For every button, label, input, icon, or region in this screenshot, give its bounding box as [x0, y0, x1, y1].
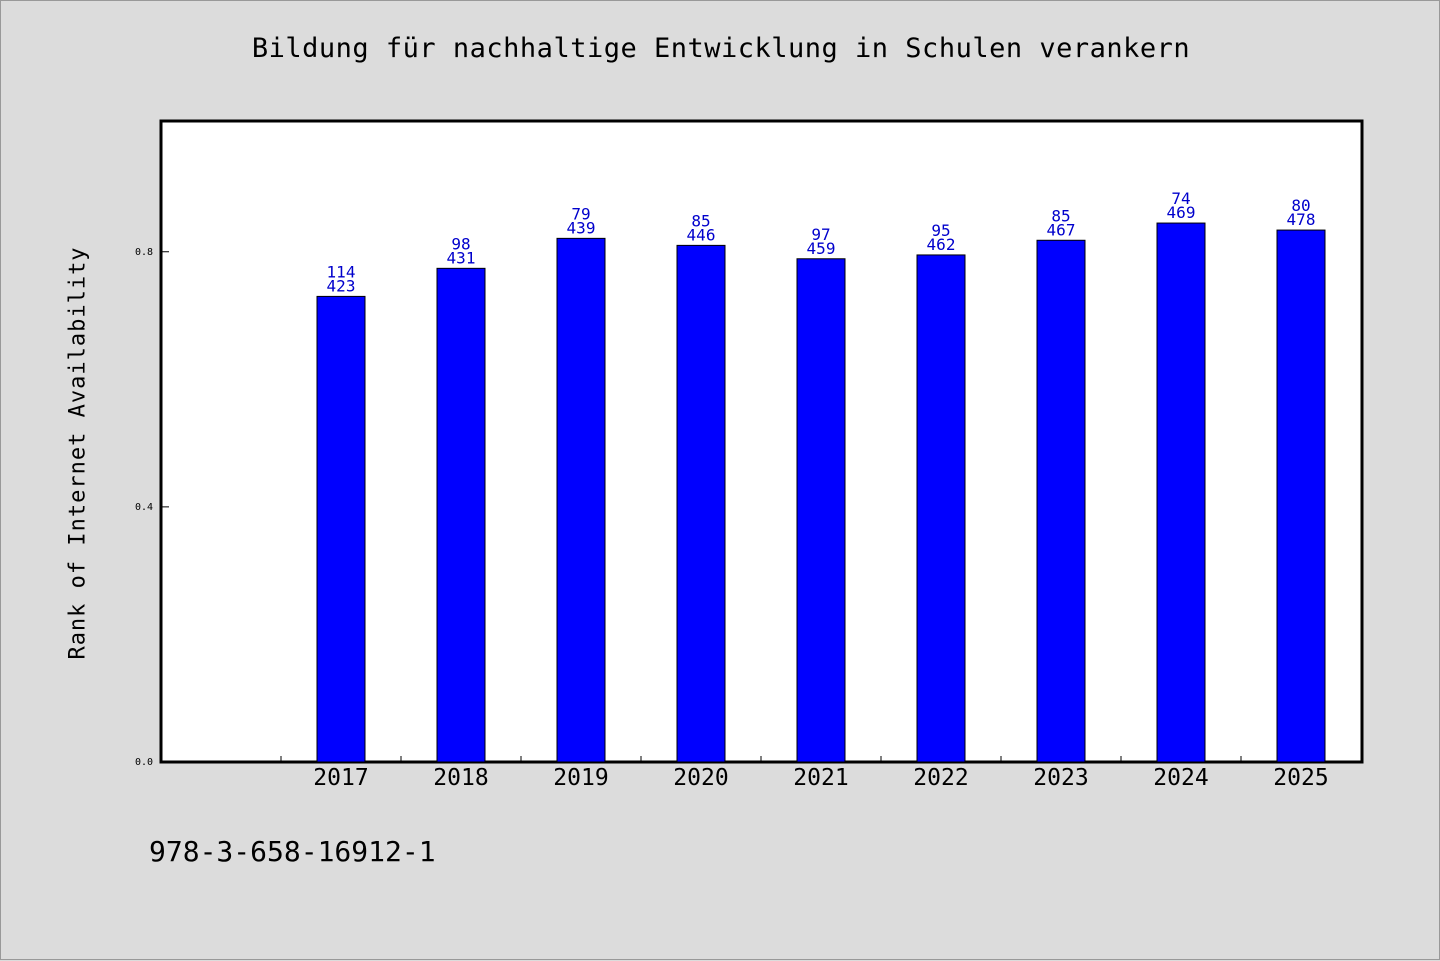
x-tick-label-2019: 2019 — [553, 765, 608, 791]
x-tick-label-2020: 2020 — [673, 765, 728, 791]
bar-2020 — [676, 244, 726, 763]
bar-2023 — [1036, 239, 1086, 763]
x-tick-label-2023: 2023 — [1033, 765, 1088, 791]
bar-label-bottom-2017: 423 — [327, 276, 356, 295]
x-ticks-layer: 2017 2018 2019 2020 2021 2022 2023 2024 2025 — [280, 756, 1362, 791]
bar-label-top-2021: 97 — [811, 225, 830, 244]
bar-label-top-2022: 95 — [931, 221, 950, 240]
isbn-footnote: 978-3-658-16912-1 — [149, 835, 436, 868]
x-tick-label-2018: 2018 — [433, 765, 488, 791]
x-tick-label-2025: 2025 — [1273, 765, 1328, 791]
bar-label-top-2018: 98 — [451, 234, 470, 253]
bar-label-bottom-2023: 467 — [1047, 220, 1076, 239]
y-ticks-layer: 0.0 0.4 0.8 — [135, 247, 169, 768]
x-tick-label-2022: 2022 — [913, 765, 968, 791]
bar-2021 — [796, 258, 846, 763]
bar-label-bottom-2022: 462 — [927, 235, 956, 254]
bar-label-bottom-2020: 446 — [687, 225, 716, 244]
bar-2019 — [556, 237, 606, 763]
bar-label-top-2024: 74 — [1171, 189, 1190, 208]
bars-layer — [316, 222, 1326, 763]
bar-2018 — [436, 267, 486, 763]
bar-label-bottom-2025: 478 — [1287, 210, 1316, 229]
bar-label-top-2017: 114 — [327, 262, 356, 281]
bar-label-top-2019: 79 — [571, 204, 590, 223]
bar-2025 — [1276, 229, 1326, 763]
x-tick-label-2017: 2017 — [313, 765, 368, 791]
bar-label-bottom-2019: 439 — [567, 218, 596, 237]
y-tick-label-0.4: 0.4 — [135, 502, 153, 513]
bar-label-bottom-2024: 469 — [1167, 203, 1196, 222]
x-tick-label-2024: 2024 — [1153, 765, 1208, 791]
bar-2022 — [916, 254, 966, 763]
y-tick-label-0.8: 0.8 — [135, 247, 153, 258]
bar-label-bottom-2018: 431 — [447, 248, 476, 267]
bar-label-bottom-2021: 459 — [807, 239, 836, 258]
y-tick-label-0.0: 0.0 — [135, 757, 153, 768]
x-tick-label-2021: 2021 — [793, 765, 848, 791]
bar-label-top-2025: 80 — [1291, 196, 1310, 215]
bar-label-top-2020: 85 — [691, 211, 710, 230]
bar-2024 — [1156, 222, 1206, 763]
bar-2017 — [316, 295, 366, 763]
chart-title: Bildung für nachhaltige Entwicklung in S… — [251, 33, 1191, 64]
bar-label-top-2023: 85 — [1051, 206, 1070, 225]
